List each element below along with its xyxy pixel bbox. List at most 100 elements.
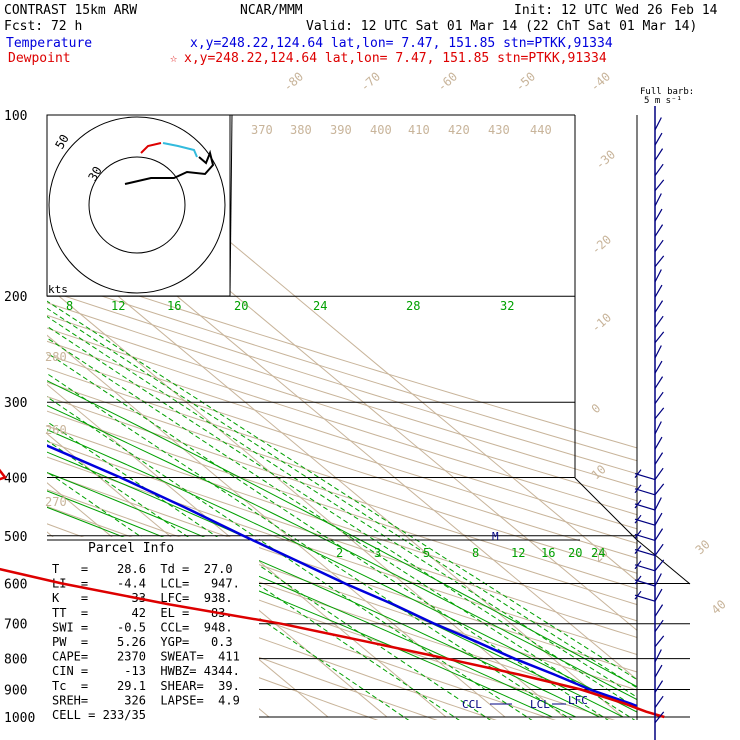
parcel-info-row: SWI = -0.5 CCL= 948. bbox=[52, 620, 233, 634]
wind-barb bbox=[634, 514, 642, 524]
lfc-label: LFC bbox=[568, 694, 588, 707]
wind-barb bbox=[654, 407, 665, 420]
wind-barb bbox=[634, 575, 642, 585]
parcel-info-box: Parcel Info T = 28.6 Td = 27.0LI = -4.4 … bbox=[47, 537, 580, 722]
parcel-info-row: CIN = -13 HWBZ= 4344. bbox=[52, 664, 240, 678]
wind-barb bbox=[654, 436, 663, 450]
pressure-labels: 100 200 300 400 500 600 700 800 900 1000 bbox=[4, 109, 35, 726]
hodograph-trace-cyan bbox=[162, 142, 198, 158]
wind-barb bbox=[654, 376, 664, 389]
wind-barb bbox=[654, 467, 664, 480]
wind-barb bbox=[654, 573, 662, 587]
mixing-ratio-label: 8 bbox=[66, 299, 73, 313]
parcel-info-row: CELL = 233/35 bbox=[52, 708, 146, 722]
mixing-ratio-label: 20 bbox=[234, 299, 248, 313]
wind-barb bbox=[654, 711, 665, 724]
isotherm-line bbox=[47, 236, 624, 718]
wind-barb bbox=[634, 484, 642, 494]
plot-frame bbox=[574, 115, 691, 720]
parcel-info-row: Tc = 29.1 SHEAR= 39. bbox=[52, 679, 240, 693]
isotherm-label: -40 bbox=[588, 69, 613, 94]
dry-adiabat-line bbox=[47, 381, 637, 574]
mixing-ratio-label: 28 bbox=[406, 299, 420, 313]
wind-barb bbox=[654, 360, 663, 374]
parcel-info-row: LI = -4.4 LCL= 947. bbox=[52, 577, 240, 591]
isotherm-label: -20 bbox=[589, 232, 614, 257]
isotherm-label: 40 bbox=[709, 597, 729, 617]
pressure-label: 700 bbox=[4, 618, 27, 633]
dewpoint-location-info: x,y=248.22,124.64 lat,lon= 7.47, 151.85 … bbox=[184, 51, 607, 66]
wind-barb bbox=[654, 345, 662, 359]
dry-adiabat-line bbox=[47, 314, 637, 502]
wind-barb bbox=[654, 224, 664, 237]
wind-barb bbox=[654, 604, 664, 617]
wind-barb bbox=[654, 559, 665, 572]
dry-adiabat-line bbox=[47, 302, 637, 488]
wind-barb bbox=[654, 588, 663, 602]
mixing-ratio-label: 12 bbox=[511, 546, 525, 560]
sounding-traces bbox=[47, 444, 637, 708]
barb-legend-units: 5 m s⁻¹ bbox=[644, 96, 682, 106]
wind-barb bbox=[654, 163, 664, 176]
mixing-ratio-label: 24 bbox=[591, 546, 605, 560]
lcl-label: LCL bbox=[530, 698, 550, 711]
theta-label: 420 bbox=[448, 123, 470, 137]
wind-barb bbox=[654, 269, 662, 283]
temperature-legend-label: Temperature bbox=[6, 36, 92, 51]
mixing-ratio-labels: 8 12 16 20 24 28 32 2 3 5 8 12 16 20 24 bbox=[66, 299, 605, 560]
isotherm-label: -60 bbox=[435, 69, 460, 94]
dry-adiabat-line bbox=[47, 396, 637, 590]
mixing-ratio-label: 24 bbox=[313, 299, 327, 313]
star-icon: ☆ bbox=[170, 51, 177, 65]
wind-barb bbox=[654, 664, 663, 678]
dry-adiabat-line bbox=[47, 410, 637, 606]
wind-barb bbox=[654, 208, 663, 222]
hodograph-trace-black bbox=[124, 149, 215, 185]
mixing-ratio-label: 2 bbox=[336, 546, 343, 560]
hodograph-frame bbox=[46, 114, 231, 297]
isotherm-label: -70 bbox=[358, 69, 383, 94]
wind-barb bbox=[654, 452, 664, 465]
wind-barb bbox=[634, 594, 656, 602]
parcel-info-row: SREH= 326 LAPSE= 4.9 bbox=[52, 693, 240, 707]
dewpoint-trace bbox=[0, 468, 665, 719]
dry-adiabat-line bbox=[47, 289, 637, 475]
isotherm-labels: -80 -70 -60 -50 -40 -30 -20 -10 0 10 20 30 40 bbox=[281, 69, 729, 617]
hodograph-units: kts bbox=[48, 283, 68, 296]
dewpoint-legend-label: Dewpoint bbox=[8, 51, 71, 66]
wind-barb bbox=[654, 117, 662, 131]
wind-barb bbox=[634, 469, 642, 478]
level-markers: M CCL LCL LFC bbox=[462, 530, 588, 711]
pressure-label: 500 bbox=[4, 530, 27, 545]
wind-barb bbox=[634, 503, 656, 511]
wind-barb bbox=[654, 300, 664, 313]
theta-label: 440 bbox=[530, 123, 552, 137]
theta-label: 430 bbox=[488, 123, 510, 137]
wind-barb bbox=[654, 528, 664, 541]
dry-adiabat-line bbox=[47, 340, 637, 530]
dry-adiabat-line bbox=[47, 578, 438, 720]
isotherm-line bbox=[47, 383, 447, 718]
theta-label: 400 bbox=[370, 123, 392, 137]
wind-barb-panel: Full barb: 5 m s⁻¹ bbox=[634, 87, 694, 740]
wind-barb bbox=[654, 193, 662, 207]
center-name: NCAR/MMM bbox=[240, 3, 303, 18]
wind-barb bbox=[654, 649, 662, 663]
temperature-trace bbox=[47, 444, 637, 708]
wind-barb bbox=[634, 549, 656, 557]
pressure-label: 300 bbox=[4, 396, 27, 411]
wind-barb bbox=[654, 284, 663, 298]
init-time: Init: 12 UTC Wed 26 Feb 14 bbox=[514, 3, 718, 18]
isotherm-label: -50 bbox=[513, 69, 538, 94]
hodograph-trace-red bbox=[140, 142, 162, 154]
mixing-ratio-label: 12 bbox=[111, 299, 125, 313]
wind-barb bbox=[654, 132, 663, 146]
wind-barb bbox=[634, 560, 642, 570]
parcel-info-row: CAPE= 2370 SWEAT= 411 bbox=[52, 650, 240, 664]
wind-barb bbox=[654, 239, 664, 252]
wind-barb bbox=[634, 545, 642, 554]
hodograph-ring-label-outer: 50 bbox=[52, 132, 71, 152]
hodograph-ring-label-inner: 30 bbox=[85, 164, 104, 184]
wind-barb bbox=[654, 331, 665, 344]
